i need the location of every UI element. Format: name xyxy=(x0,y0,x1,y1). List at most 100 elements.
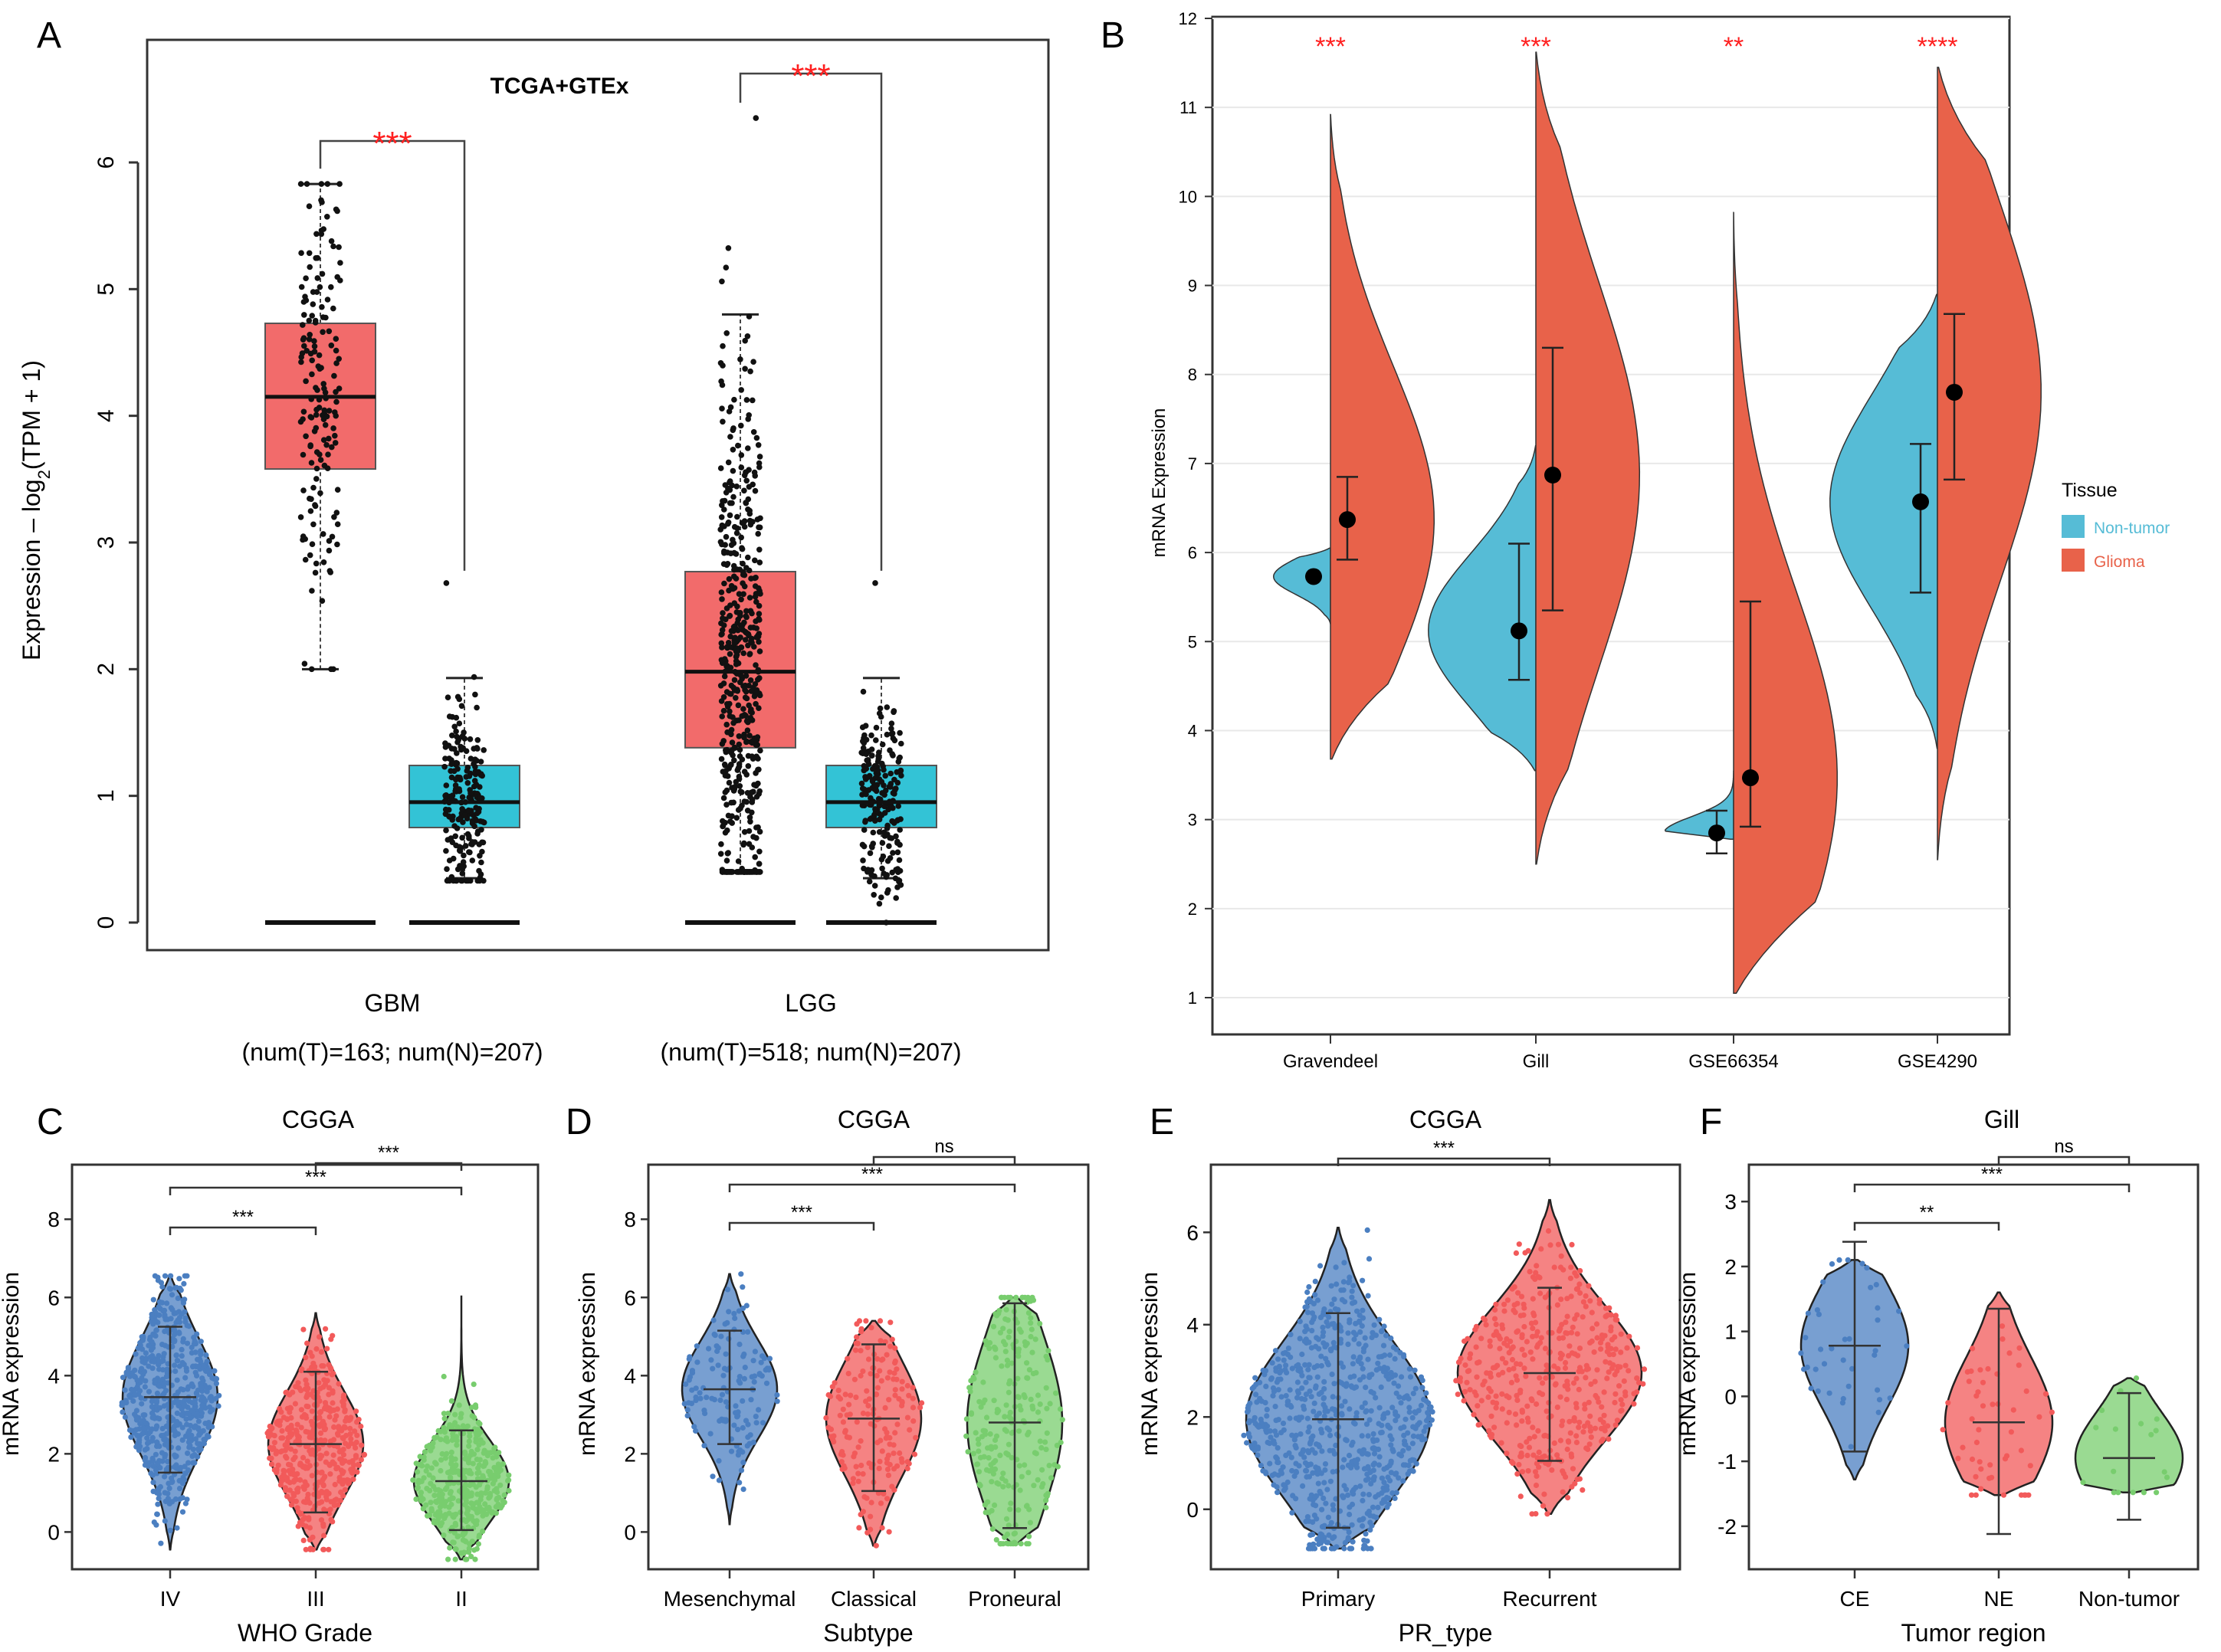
e-point xyxy=(1514,1361,1520,1367)
a-point xyxy=(333,388,339,395)
a-point xyxy=(326,568,333,574)
e-point xyxy=(1549,1467,1555,1473)
a-point xyxy=(324,297,331,303)
e-point xyxy=(1307,1496,1313,1502)
e-point xyxy=(1396,1383,1402,1389)
f-point xyxy=(2161,1469,2167,1475)
a-point xyxy=(728,542,735,549)
f-point xyxy=(2138,1421,2144,1427)
e-point xyxy=(1622,1362,1629,1368)
f-point xyxy=(1978,1466,1984,1472)
e-point xyxy=(1308,1435,1314,1441)
e-point xyxy=(1267,1460,1273,1467)
a-point xyxy=(452,833,458,840)
e-point xyxy=(1475,1403,1481,1409)
c-point xyxy=(137,1339,143,1346)
a-point xyxy=(756,460,763,467)
a-point xyxy=(879,840,886,846)
d-point xyxy=(828,1434,835,1440)
c-point xyxy=(180,1387,186,1393)
c-point xyxy=(120,1375,126,1381)
e-point xyxy=(1269,1360,1275,1366)
c-point xyxy=(326,1391,332,1398)
c-point xyxy=(166,1286,173,1292)
b-mean-point xyxy=(1544,467,1561,484)
e-point xyxy=(1563,1319,1569,1326)
c-point xyxy=(340,1469,346,1475)
c-point xyxy=(496,1450,502,1456)
a-point xyxy=(875,795,882,802)
d-point xyxy=(723,1351,729,1357)
d-point xyxy=(851,1376,858,1382)
e-point xyxy=(1494,1400,1500,1406)
e-point xyxy=(1392,1372,1399,1378)
c-point xyxy=(181,1362,187,1368)
a-point xyxy=(300,451,307,458)
d-point xyxy=(854,1334,860,1340)
c-point xyxy=(463,1482,469,1488)
a-point xyxy=(745,496,752,503)
c-point xyxy=(311,1366,317,1372)
a-point xyxy=(858,749,864,756)
c-point xyxy=(323,1450,330,1457)
d-point xyxy=(976,1441,982,1447)
a-point xyxy=(333,412,340,419)
d-point xyxy=(1045,1348,1051,1354)
e-point xyxy=(1392,1355,1398,1362)
d-point xyxy=(723,1399,730,1405)
a-point xyxy=(297,181,304,187)
c-point xyxy=(201,1441,207,1447)
e-point xyxy=(1406,1409,1412,1415)
c-point xyxy=(477,1457,483,1463)
e-point xyxy=(1490,1365,1497,1371)
e-point xyxy=(1467,1387,1473,1393)
a-point xyxy=(730,425,737,431)
a-point xyxy=(867,850,874,857)
e-point xyxy=(1533,1511,1539,1517)
b-mean-point xyxy=(1912,493,1929,510)
e-point xyxy=(1375,1360,1381,1366)
panel-letter-f: F xyxy=(1700,1102,1722,1142)
f-point xyxy=(2000,1336,2006,1342)
d-point xyxy=(886,1397,892,1403)
f-point xyxy=(1887,1395,1893,1401)
e-point xyxy=(1536,1449,1542,1455)
c-point xyxy=(318,1349,324,1355)
d-point xyxy=(858,1372,864,1379)
f-point xyxy=(2154,1416,2160,1422)
d-sig-label: *** xyxy=(791,1202,812,1223)
d-point xyxy=(683,1381,689,1387)
c-point xyxy=(156,1382,162,1388)
e-point xyxy=(1331,1296,1337,1303)
a-point xyxy=(720,694,727,700)
e-point xyxy=(1514,1397,1521,1403)
d-point xyxy=(976,1448,982,1454)
c-point xyxy=(354,1419,360,1425)
a-point xyxy=(330,305,336,312)
e-point xyxy=(1297,1319,1303,1325)
a-point xyxy=(754,734,761,740)
e-point xyxy=(1271,1471,1278,1477)
e-point xyxy=(1340,1287,1347,1293)
f-point xyxy=(1875,1317,1881,1323)
c-point xyxy=(194,1372,200,1378)
d-point xyxy=(887,1319,894,1326)
e-point xyxy=(1376,1454,1383,1460)
c-point xyxy=(428,1447,434,1454)
a-point xyxy=(738,596,744,603)
e-point xyxy=(1400,1478,1406,1484)
e-point xyxy=(1294,1379,1301,1385)
c-point xyxy=(297,1477,303,1483)
d-point xyxy=(873,1391,880,1398)
e-point xyxy=(1585,1365,1592,1372)
d-point xyxy=(974,1461,981,1467)
e-point xyxy=(1468,1351,1474,1357)
f-point xyxy=(1976,1427,1982,1433)
a-point xyxy=(746,467,752,473)
a-point xyxy=(744,333,751,339)
e-point xyxy=(1396,1475,1402,1481)
a-point xyxy=(740,591,746,598)
a-point xyxy=(302,556,309,563)
d-point xyxy=(1000,1326,1006,1332)
a-point xyxy=(727,651,733,657)
